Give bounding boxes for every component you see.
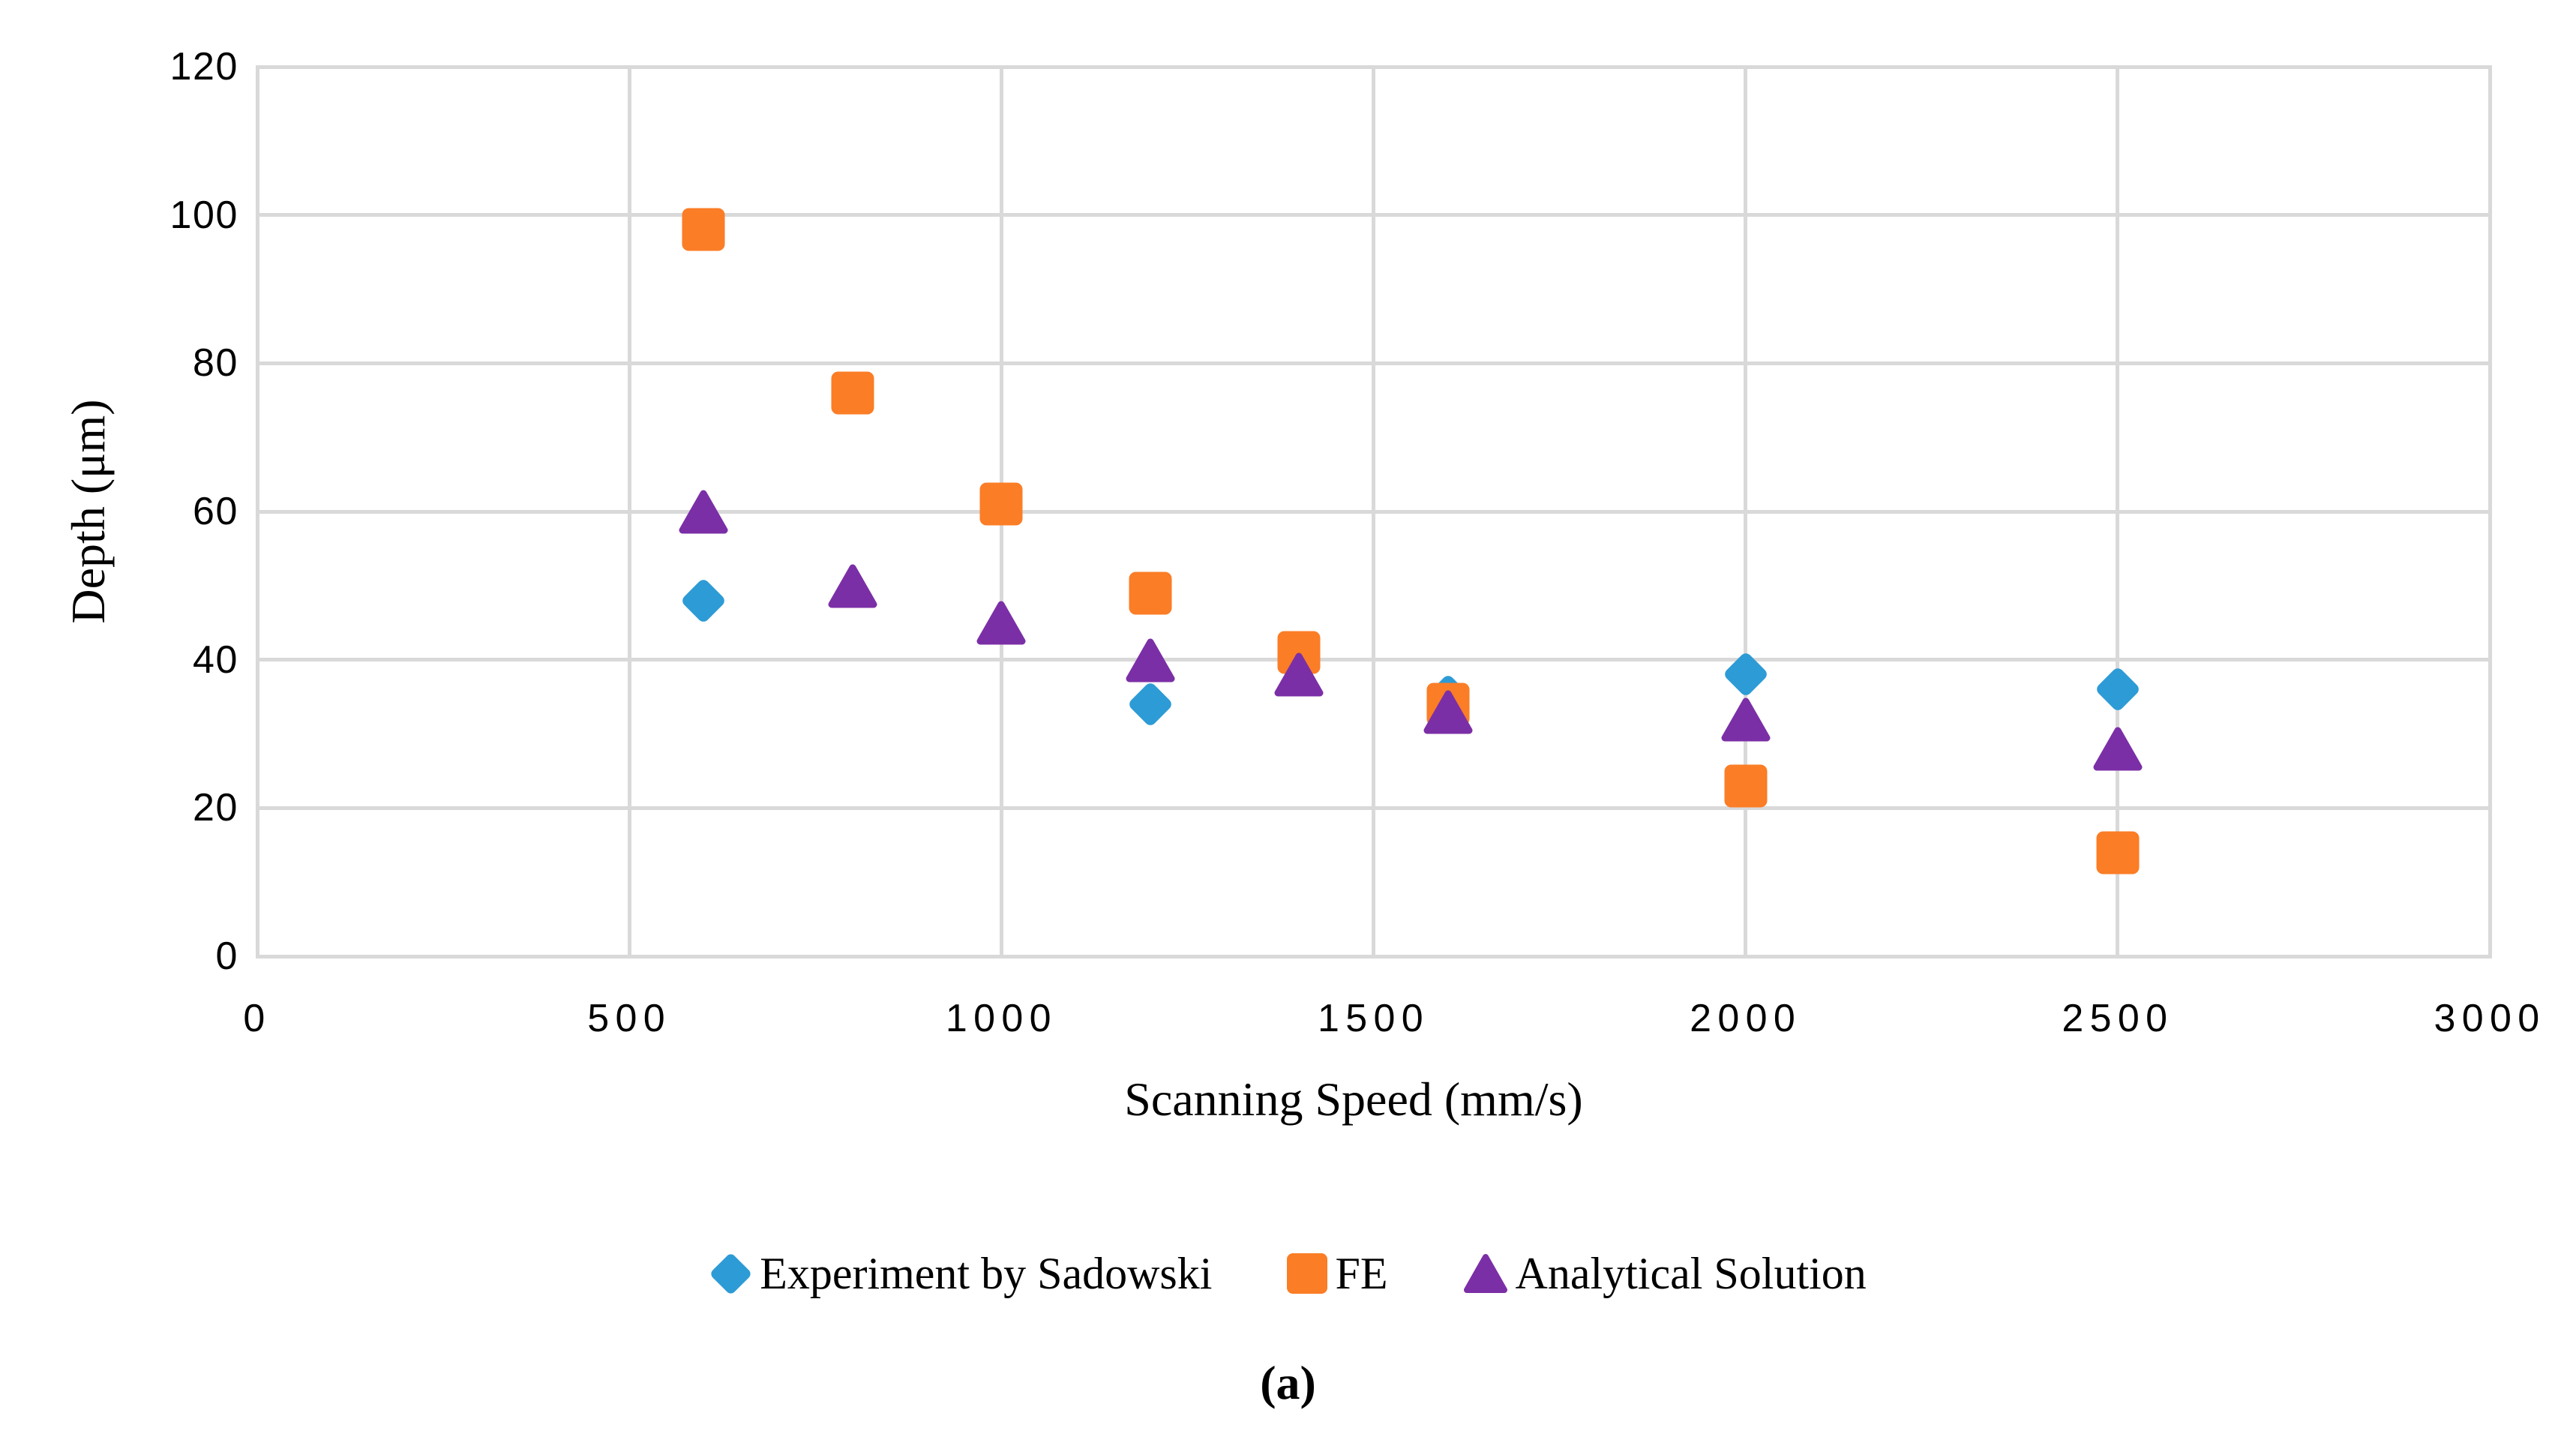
x-tick-label: 3000 <box>2434 997 2546 1040</box>
x-tick-label: 2000 <box>1690 997 1802 1040</box>
figure-caption: (a) <box>1260 1356 1316 1409</box>
legend-item-analytical: Analytical Solution <box>1463 1251 1867 1296</box>
square-icon <box>1287 1253 1328 1294</box>
data-point-marker <box>1126 638 1175 682</box>
x-tick-label: 500 <box>587 997 672 1040</box>
x-tick-label: 0 <box>243 997 271 1040</box>
data-point-marker <box>1129 572 1172 615</box>
y-tick-label: 100 <box>169 193 238 237</box>
v-gridline <box>255 64 259 958</box>
x-axis-title: Scanning Speed (mm/s) <box>1124 1072 1583 1126</box>
diamond-icon <box>709 1252 753 1295</box>
data-point-marker <box>1423 689 1473 734</box>
data-point-marker <box>1274 652 1324 697</box>
legend-item-experiment: Experiment by Sadowski <box>709 1251 1212 1296</box>
data-point-marker <box>2094 666 2141 713</box>
v-gridline <box>1372 64 1375 958</box>
data-point-marker <box>679 489 728 534</box>
v-gridline <box>627 64 631 958</box>
v-gridline <box>2116 64 2120 958</box>
y-tick-label: 60 <box>193 490 238 533</box>
v-gridline <box>1744 64 1748 958</box>
data-point-marker <box>1721 697 1771 742</box>
data-point-marker <box>831 371 874 415</box>
y-tick-label: 120 <box>169 45 238 88</box>
legend-item-fe: FE <box>1287 1249 1388 1298</box>
v-gridline <box>2488 64 2492 958</box>
data-point-marker <box>2096 831 2140 874</box>
x-tick-label: 2500 <box>2062 997 2174 1040</box>
triangle-icon <box>1463 1253 1508 1294</box>
data-point-marker <box>682 208 725 251</box>
legend-label-analytical: Analytical Solution <box>1515 1249 1867 1298</box>
data-point-marker <box>828 563 877 608</box>
y-tick-label: 20 <box>193 786 238 830</box>
y-tick-label: 40 <box>193 638 238 682</box>
x-tick-label: 1500 <box>1318 997 1429 1040</box>
data-point-marker <box>680 577 727 624</box>
y-tick-label: 80 <box>193 341 238 386</box>
y-tick-label: 0 <box>215 934 238 978</box>
data-point-marker <box>2093 726 2143 771</box>
x-tick-label: 1000 <box>945 997 1057 1040</box>
y-axis-title: Depth (μm) <box>61 399 115 624</box>
data-point-marker <box>976 600 1026 645</box>
legend-label-experiment: Experiment by Sadowski <box>760 1249 1213 1298</box>
legend: Experiment by Sadowski FE Analytical Sol… <box>0 1228 2576 1318</box>
data-point-marker <box>1126 680 1174 728</box>
data-point-marker <box>1724 764 1768 808</box>
legend-label-fe: FE <box>1335 1249 1388 1298</box>
data-point-marker <box>979 482 1023 526</box>
